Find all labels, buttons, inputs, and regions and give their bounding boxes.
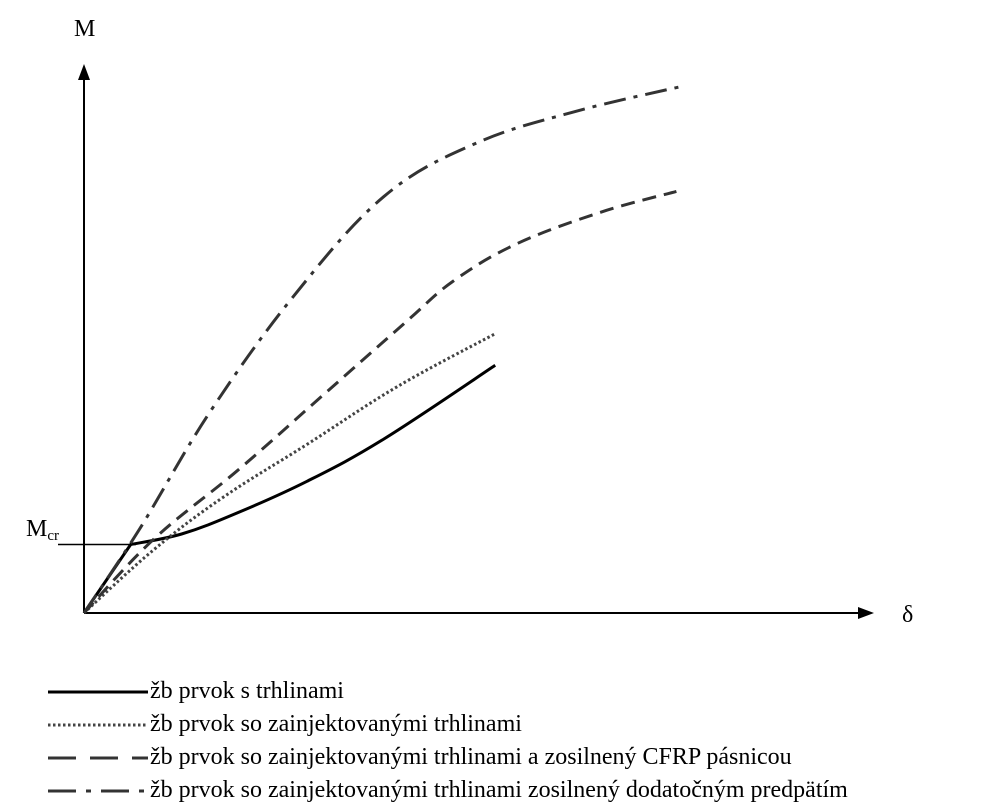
series-group <box>82 84 684 615</box>
y-axis-label: M <box>74 16 95 42</box>
series-line-3 <box>82 189 677 615</box>
legend-label-2: žb prvok so zainjektovanými trhlinami <box>150 711 522 737</box>
x-axis-arrow-icon <box>858 607 874 619</box>
legend-label-1: žb prvok s trhlinami <box>150 678 344 704</box>
series-line-4 <box>82 84 684 614</box>
mcr-label-main: M <box>26 516 47 542</box>
y-axis-arrow-icon <box>78 64 90 80</box>
series-line-1 <box>82 364 497 614</box>
x-axis-label: δ <box>902 602 913 628</box>
legend-label-3: žb prvok so zainjektovanými trhlinami a … <box>150 744 792 770</box>
mcr-label: Mcr <box>26 516 59 544</box>
series-line-2 <box>82 332 496 615</box>
mcr-label-sub: cr <box>47 528 59 544</box>
legend-label-4: žb prvok so zainjektovanými trhlinami zo… <box>150 777 848 803</box>
legend: žb prvok s trhlinami žb prvok so zainjekt… <box>48 678 848 803</box>
